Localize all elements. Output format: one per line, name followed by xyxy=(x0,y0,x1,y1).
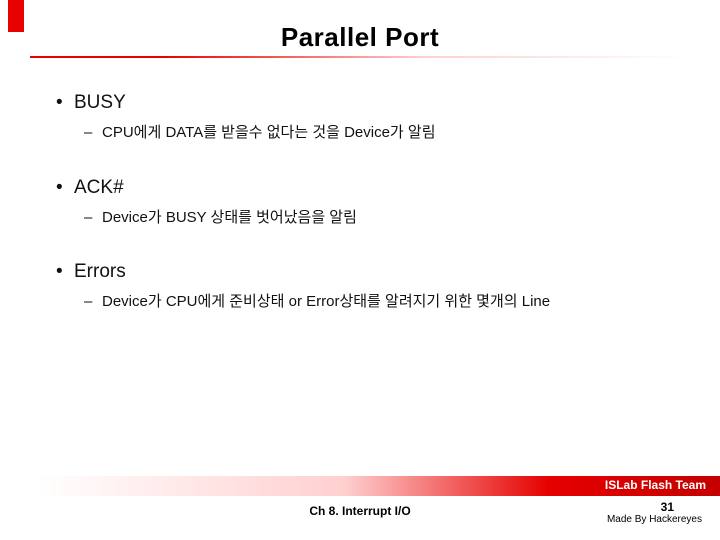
section-item: – CPU에게 DATA를 받을수 없다는 것을 Device가 알림 xyxy=(84,122,676,145)
section-heading: • Errors xyxy=(56,261,676,283)
section-item-text: Device가 CPU에게 준비상태 or Error상태를 알려지기 위한 몇… xyxy=(102,291,676,314)
slide: Parallel Port • BUSY – CPU에게 DATA를 받을수 없… xyxy=(0,0,720,540)
section-heading: • BUSY xyxy=(56,92,676,114)
bullet-l1-icon: • xyxy=(56,92,74,114)
footer-row: Ch 8. Interrupt I/O 31 Made By Hackereye… xyxy=(0,500,720,530)
section-heading: • ACK# xyxy=(56,177,676,199)
bullet-l2-icon: – xyxy=(84,207,102,230)
footer-madeby: Made By Hackereyes xyxy=(607,514,702,525)
section-ack: • ACK# – Device가 BUSY 상태를 벗어났음을 알림 xyxy=(56,177,676,230)
section-item: – Device가 CPU에게 준비상태 or Error상태를 알려지기 위한… xyxy=(84,291,676,314)
content-area: • BUSY – CPU에게 DATA를 받을수 없다는 것을 Device가 … xyxy=(56,92,676,346)
title-underline xyxy=(30,56,690,58)
bullet-l1-icon: • xyxy=(56,177,74,199)
bullet-l2-icon: – xyxy=(84,122,102,145)
section-heading-text: BUSY xyxy=(74,92,126,114)
section-heading-text: Errors xyxy=(74,261,126,283)
slide-title: Parallel Port xyxy=(0,22,720,53)
section-item-text: Device가 BUSY 상태를 벗어났음을 알림 xyxy=(102,207,676,230)
section-busy: • BUSY – CPU에게 DATA를 받을수 없다는 것을 Device가 … xyxy=(56,92,676,145)
section-item: – Device가 BUSY 상태를 벗어났음을 알림 xyxy=(84,207,676,230)
section-item-text: CPU에게 DATA를 받을수 없다는 것을 Device가 알림 xyxy=(102,122,676,145)
section-heading-text: ACK# xyxy=(74,177,124,199)
section-errors: • Errors – Device가 CPU에게 준비상태 or Error상태… xyxy=(56,261,676,314)
bullet-l2-icon: – xyxy=(84,291,102,314)
bullet-l1-icon: • xyxy=(56,261,74,283)
footer-bar: ISLab Flash Team xyxy=(36,476,720,496)
footer-page-number: 31 xyxy=(661,500,674,514)
footer-team-label: ISLab Flash Team xyxy=(605,478,716,492)
